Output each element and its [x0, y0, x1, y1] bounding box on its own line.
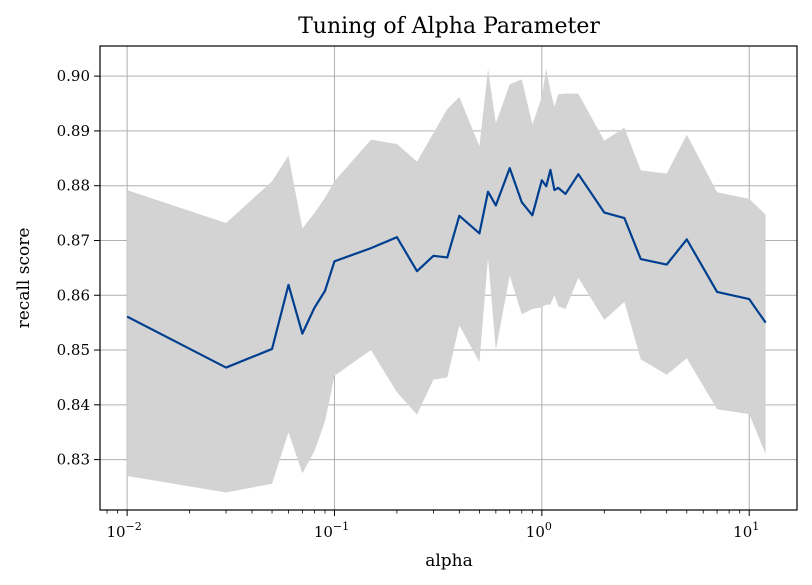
confidence-band-area	[127, 68, 766, 493]
x-tick-label: 101	[733, 520, 759, 541]
y-tick-label: 0.89	[57, 122, 90, 140]
x-tick-exponent: −2	[126, 520, 142, 533]
x-tick-base: 10	[526, 523, 545, 541]
y-tick-label: 0.85	[57, 341, 90, 359]
x-tick-label: 10−1	[314, 520, 349, 541]
plot-frame	[99, 45, 798, 511]
y-tick-label: 0.83	[57, 451, 90, 469]
x-axis-ticks: 10−2 10−1 100 101	[106, 510, 759, 541]
y-tick-label: 0.87	[57, 231, 90, 249]
series-group	[126, 167, 767, 369]
x-tick-exponent: −1	[333, 520, 349, 533]
x-tick-exponent: 1	[752, 520, 759, 533]
y-tick-label: 0.86	[57, 286, 90, 304]
y-axis-ticks: 0.83 0.84 0.85 0.86 0.87 0.88 0.89 0.90	[57, 67, 100, 469]
x-tick-base: 10	[106, 523, 125, 541]
y-axis-label: recall score	[14, 228, 34, 329]
y-tick-label: 0.88	[57, 177, 90, 195]
confidence-band	[127, 68, 766, 493]
chart-title: Tuning of Alpha Parameter	[298, 14, 600, 39]
x-tick-exponent: 0	[545, 520, 552, 533]
x-tick-label: 10−2	[106, 520, 141, 541]
series-line	[126, 167, 767, 369]
y-tick-label: 0.84	[57, 396, 90, 414]
y-tick-label: 0.90	[57, 67, 90, 85]
x-axis-label: alpha	[425, 551, 473, 571]
x-tick-base: 10	[314, 523, 333, 541]
x-tick-base: 10	[733, 523, 752, 541]
x-tick-label: 100	[526, 520, 552, 541]
